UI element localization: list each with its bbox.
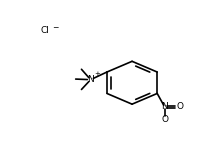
Text: O: O bbox=[176, 102, 183, 111]
Text: +: + bbox=[94, 71, 100, 77]
Text: N: N bbox=[161, 102, 168, 111]
Text: −: − bbox=[52, 23, 59, 32]
Text: N: N bbox=[87, 75, 94, 84]
Text: Cl: Cl bbox=[40, 26, 49, 35]
Text: O: O bbox=[161, 115, 168, 124]
